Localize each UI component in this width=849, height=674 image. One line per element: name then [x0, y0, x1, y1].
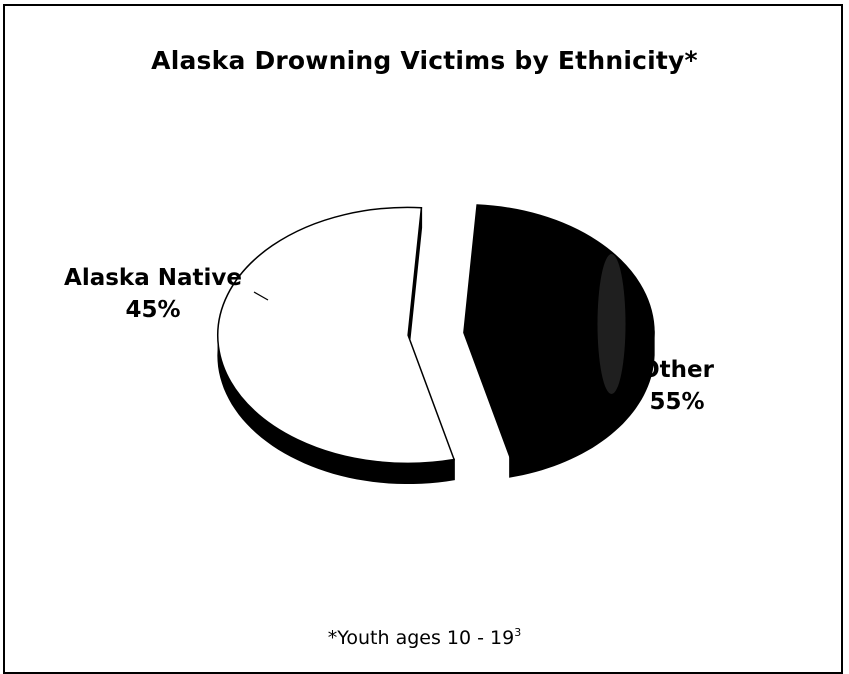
footnote-ref: 3 — [514, 626, 522, 639]
slice-label-alaska-native-value: 45% — [125, 297, 181, 323]
slice-label-other-name: Other — [640, 357, 714, 383]
footnote: *Youth ages 10 - 193 — [0, 626, 849, 649]
pie-slice-alaska-native — [463, 204, 655, 458]
pie-slice-other — [217, 206, 456, 465]
footnote-text: *Youth ages 10 - 19 — [327, 627, 515, 649]
leader-line-alaska-native — [253, 291, 269, 301]
slice-label-other-value: 55% — [649, 389, 705, 415]
chart-frame — [3, 4, 843, 674]
slice-label-other: Other 55% — [622, 354, 732, 418]
slice-label-alaska-native-name: Alaska Native — [64, 265, 242, 291]
slice-label-alaska-native: Alaska Native 45% — [48, 262, 258, 326]
chart-title: Alaska Drowning Victims by Ethnicity* — [151, 46, 698, 75]
leader-line-other — [627, 359, 641, 373]
pie-slice-highlight-alaska-native — [597, 254, 626, 394]
